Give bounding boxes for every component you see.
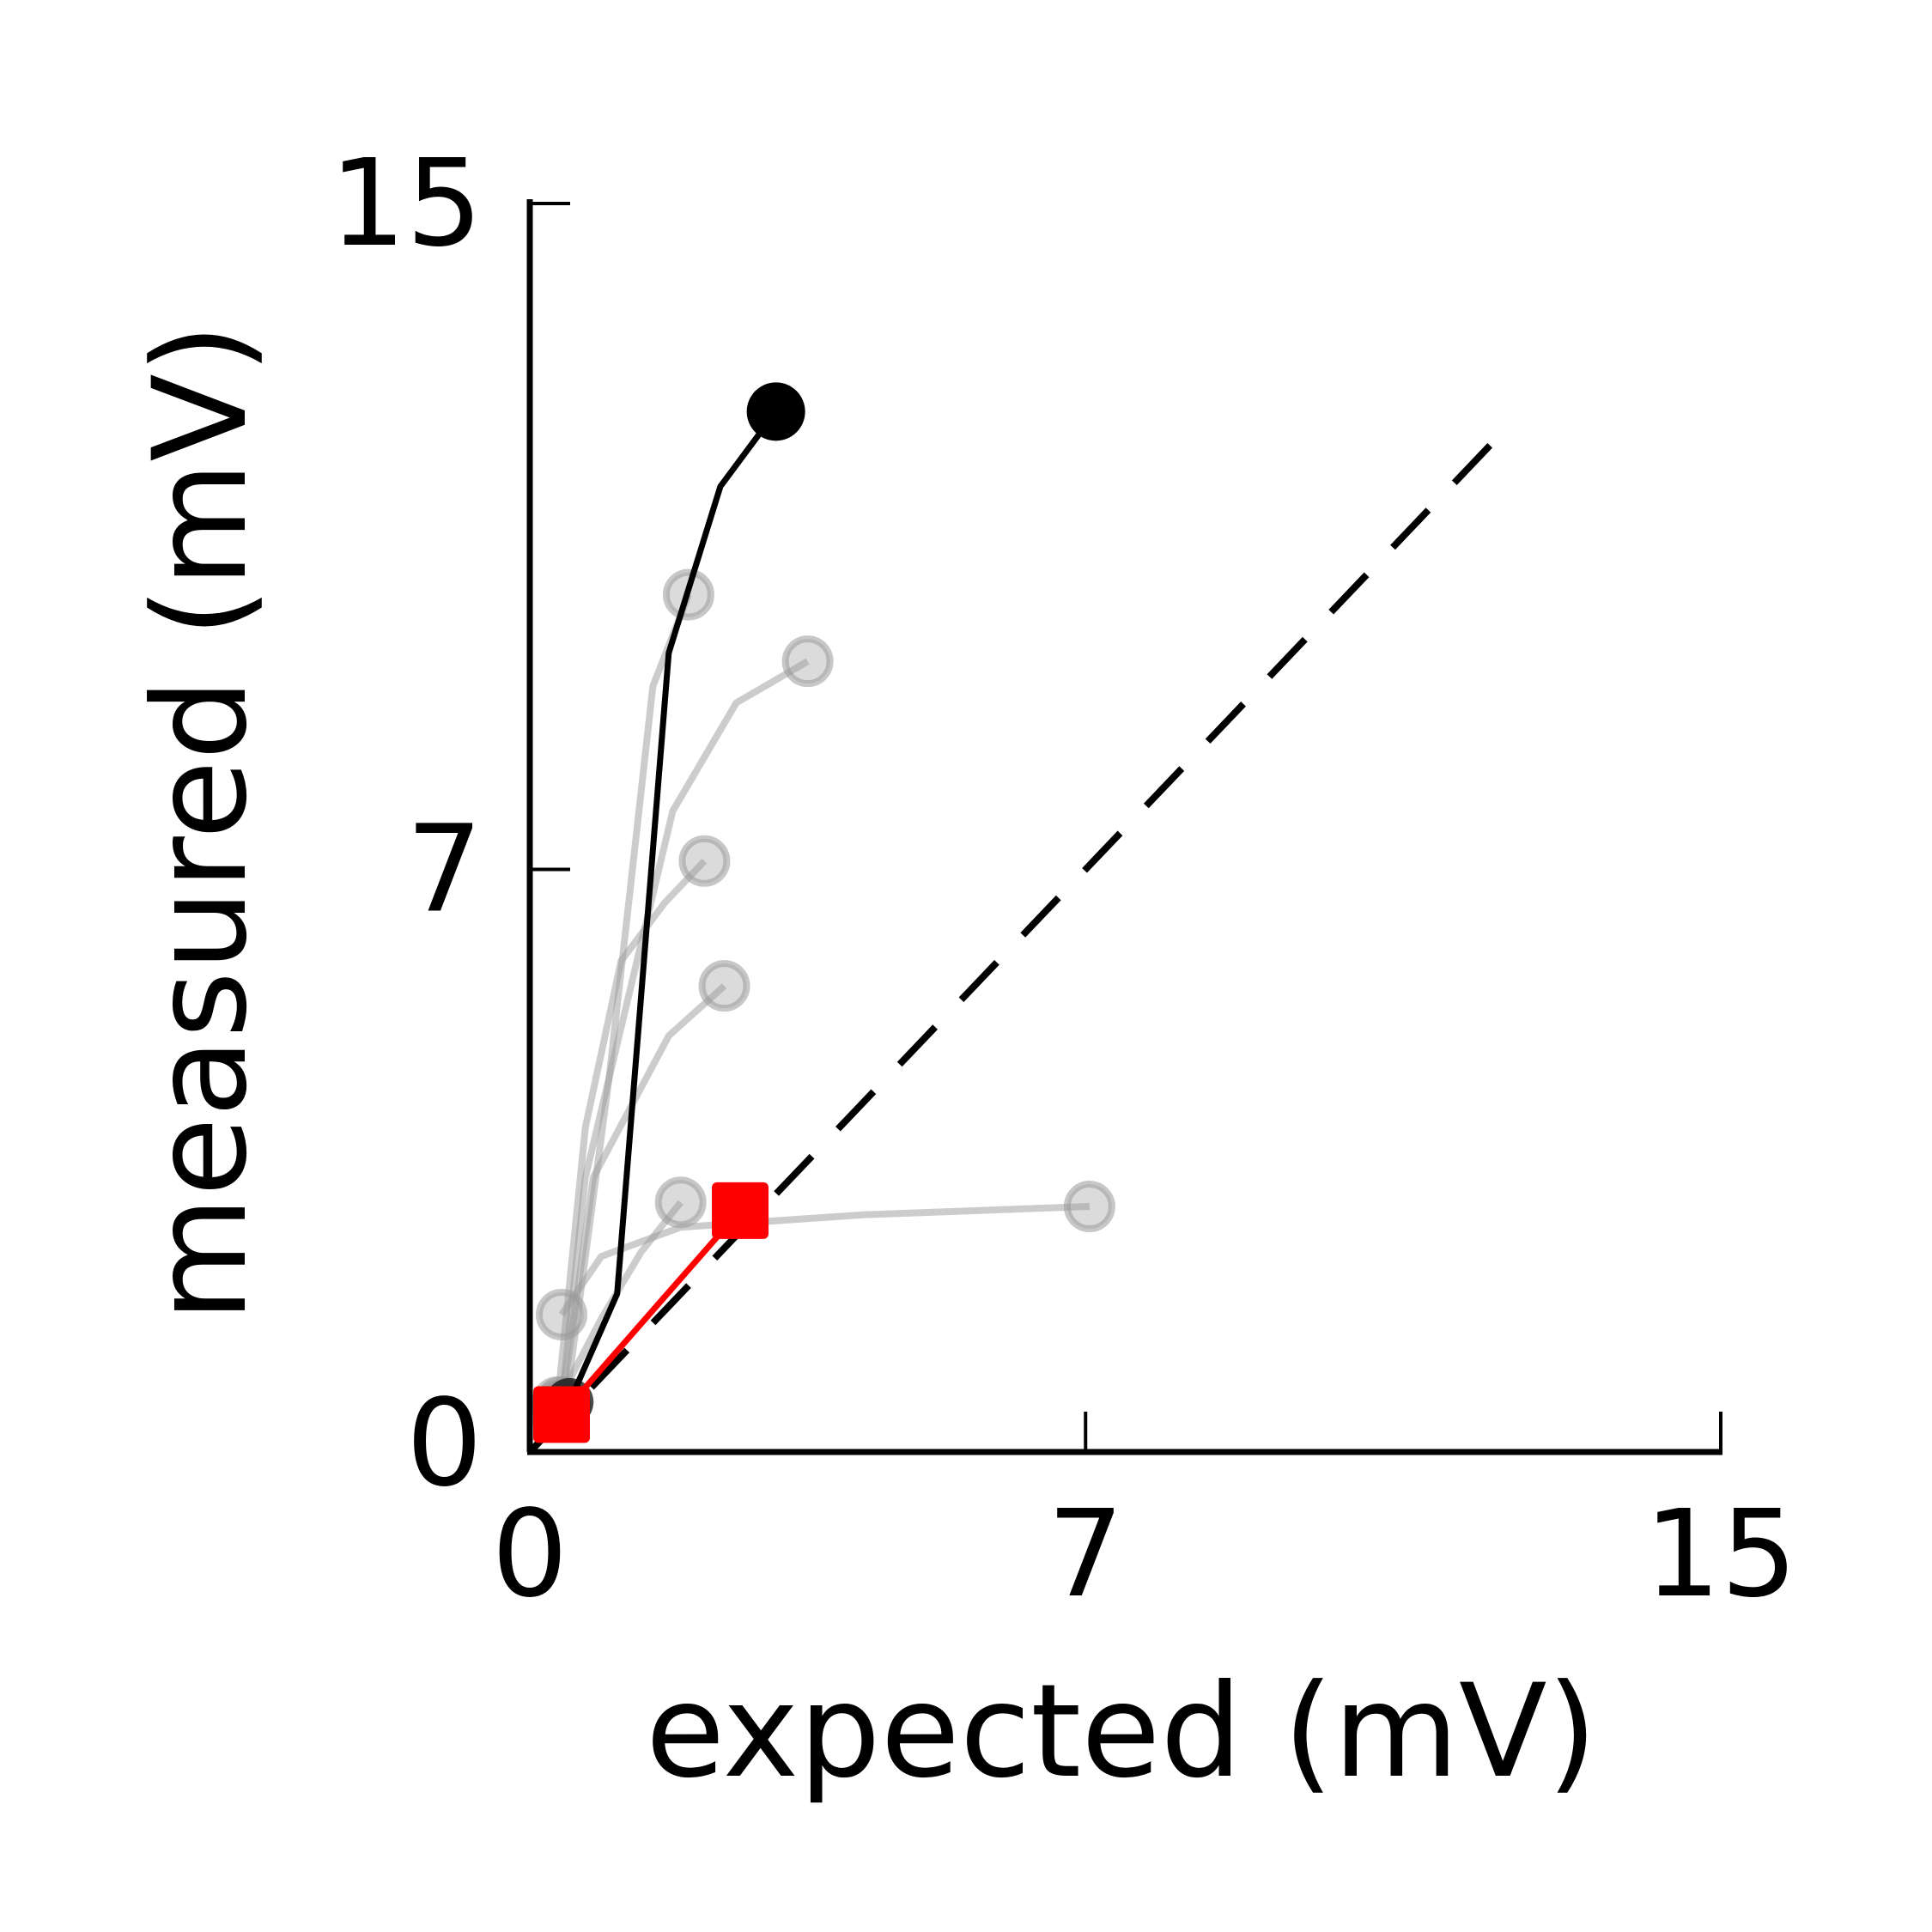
series-line	[558, 658, 810, 1403]
series-line	[550, 1200, 683, 1413]
x-axis-title: expected (mV)	[646, 1657, 1597, 1807]
x-tick-label: 0	[491, 1485, 568, 1625]
series-average-7	[532, 1182, 769, 1443]
series-line	[559, 1208, 743, 1417]
series-line	[558, 1203, 1091, 1317]
data-point	[678, 835, 731, 887]
data-point-square	[532, 1386, 590, 1443]
data-point	[654, 1176, 707, 1229]
identity-line	[527, 417, 1517, 1455]
data-point	[535, 1289, 587, 1341]
y-tick-label: 0	[406, 1374, 483, 1514]
y-tick-label: 15	[330, 134, 483, 274]
y-axis-title: measured (mV)	[126, 324, 276, 1322]
data-point-square	[712, 1182, 769, 1239]
y-tick-label: 7	[406, 799, 483, 939]
data-point	[1063, 1181, 1115, 1233]
series-individual-6	[535, 1181, 1115, 1341]
series-line	[554, 859, 708, 1403]
series-line	[567, 410, 779, 1404]
data-point	[781, 635, 834, 688]
x-tick-label: 15	[1644, 1485, 1797, 1625]
data-point	[698, 960, 750, 1012]
data-point	[746, 382, 805, 441]
x-tick-label: 7	[1048, 1485, 1124, 1625]
